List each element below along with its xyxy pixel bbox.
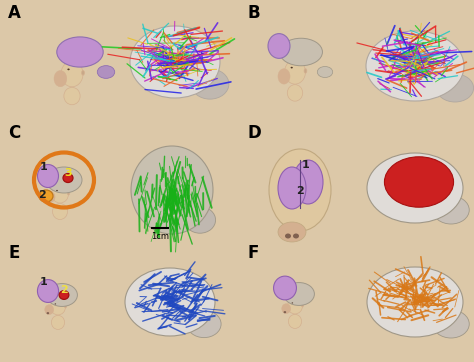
Ellipse shape bbox=[282, 304, 291, 313]
Ellipse shape bbox=[304, 69, 307, 73]
Ellipse shape bbox=[64, 87, 80, 105]
Ellipse shape bbox=[293, 233, 299, 239]
Ellipse shape bbox=[283, 283, 314, 306]
Ellipse shape bbox=[61, 61, 83, 87]
Ellipse shape bbox=[280, 76, 286, 81]
Ellipse shape bbox=[37, 164, 58, 188]
Ellipse shape bbox=[51, 299, 65, 315]
Ellipse shape bbox=[47, 200, 50, 202]
Ellipse shape bbox=[125, 268, 215, 336]
Ellipse shape bbox=[287, 85, 303, 101]
Ellipse shape bbox=[283, 311, 286, 313]
Ellipse shape bbox=[293, 160, 323, 204]
Ellipse shape bbox=[191, 69, 229, 99]
Ellipse shape bbox=[433, 196, 469, 224]
Ellipse shape bbox=[291, 67, 293, 68]
Text: A: A bbox=[8, 4, 21, 22]
Ellipse shape bbox=[53, 203, 67, 219]
Ellipse shape bbox=[67, 68, 70, 70]
Ellipse shape bbox=[51, 315, 64, 329]
Ellipse shape bbox=[45, 305, 54, 315]
Ellipse shape bbox=[55, 303, 56, 304]
Ellipse shape bbox=[37, 279, 59, 302]
Ellipse shape bbox=[56, 78, 62, 84]
Ellipse shape bbox=[301, 303, 303, 307]
Ellipse shape bbox=[67, 191, 70, 195]
Ellipse shape bbox=[59, 291, 69, 299]
Ellipse shape bbox=[278, 222, 306, 242]
Ellipse shape bbox=[278, 167, 306, 209]
Ellipse shape bbox=[317, 67, 333, 77]
Ellipse shape bbox=[130, 26, 220, 98]
Text: 1: 1 bbox=[40, 277, 48, 287]
Text: B: B bbox=[248, 4, 261, 22]
Ellipse shape bbox=[273, 276, 296, 300]
Ellipse shape bbox=[285, 233, 291, 239]
Text: 2: 2 bbox=[38, 190, 46, 200]
Ellipse shape bbox=[131, 146, 213, 234]
Text: 1: 1 bbox=[302, 160, 310, 170]
Ellipse shape bbox=[269, 149, 331, 231]
Ellipse shape bbox=[184, 207, 216, 233]
Text: F: F bbox=[248, 244, 259, 262]
Text: C: C bbox=[8, 124, 20, 142]
Ellipse shape bbox=[46, 312, 49, 314]
Ellipse shape bbox=[97, 66, 115, 79]
Ellipse shape bbox=[45, 191, 55, 202]
Ellipse shape bbox=[54, 71, 67, 87]
Ellipse shape bbox=[288, 314, 301, 328]
Ellipse shape bbox=[64, 304, 66, 308]
Ellipse shape bbox=[366, 31, 464, 101]
Ellipse shape bbox=[367, 153, 463, 223]
Ellipse shape bbox=[278, 69, 290, 84]
Text: 3: 3 bbox=[64, 168, 72, 178]
Ellipse shape bbox=[56, 190, 58, 191]
Ellipse shape bbox=[46, 167, 82, 193]
Text: 1: 1 bbox=[40, 162, 48, 172]
Ellipse shape bbox=[39, 190, 53, 202]
Ellipse shape bbox=[57, 37, 103, 67]
Text: 2: 2 bbox=[60, 285, 68, 295]
Text: 2: 2 bbox=[296, 186, 304, 196]
Ellipse shape bbox=[384, 157, 454, 207]
Ellipse shape bbox=[187, 310, 221, 338]
Text: D: D bbox=[248, 124, 262, 142]
Ellipse shape bbox=[433, 310, 469, 338]
Ellipse shape bbox=[292, 302, 293, 303]
Ellipse shape bbox=[46, 283, 77, 307]
Ellipse shape bbox=[82, 71, 84, 75]
Ellipse shape bbox=[268, 34, 290, 58]
Ellipse shape bbox=[367, 267, 463, 337]
Text: 1cm: 1cm bbox=[151, 232, 169, 241]
Ellipse shape bbox=[280, 38, 322, 66]
Ellipse shape bbox=[284, 60, 305, 84]
Text: E: E bbox=[8, 244, 19, 262]
Ellipse shape bbox=[52, 185, 69, 203]
Ellipse shape bbox=[63, 173, 73, 182]
Ellipse shape bbox=[288, 298, 302, 314]
Ellipse shape bbox=[437, 74, 474, 102]
